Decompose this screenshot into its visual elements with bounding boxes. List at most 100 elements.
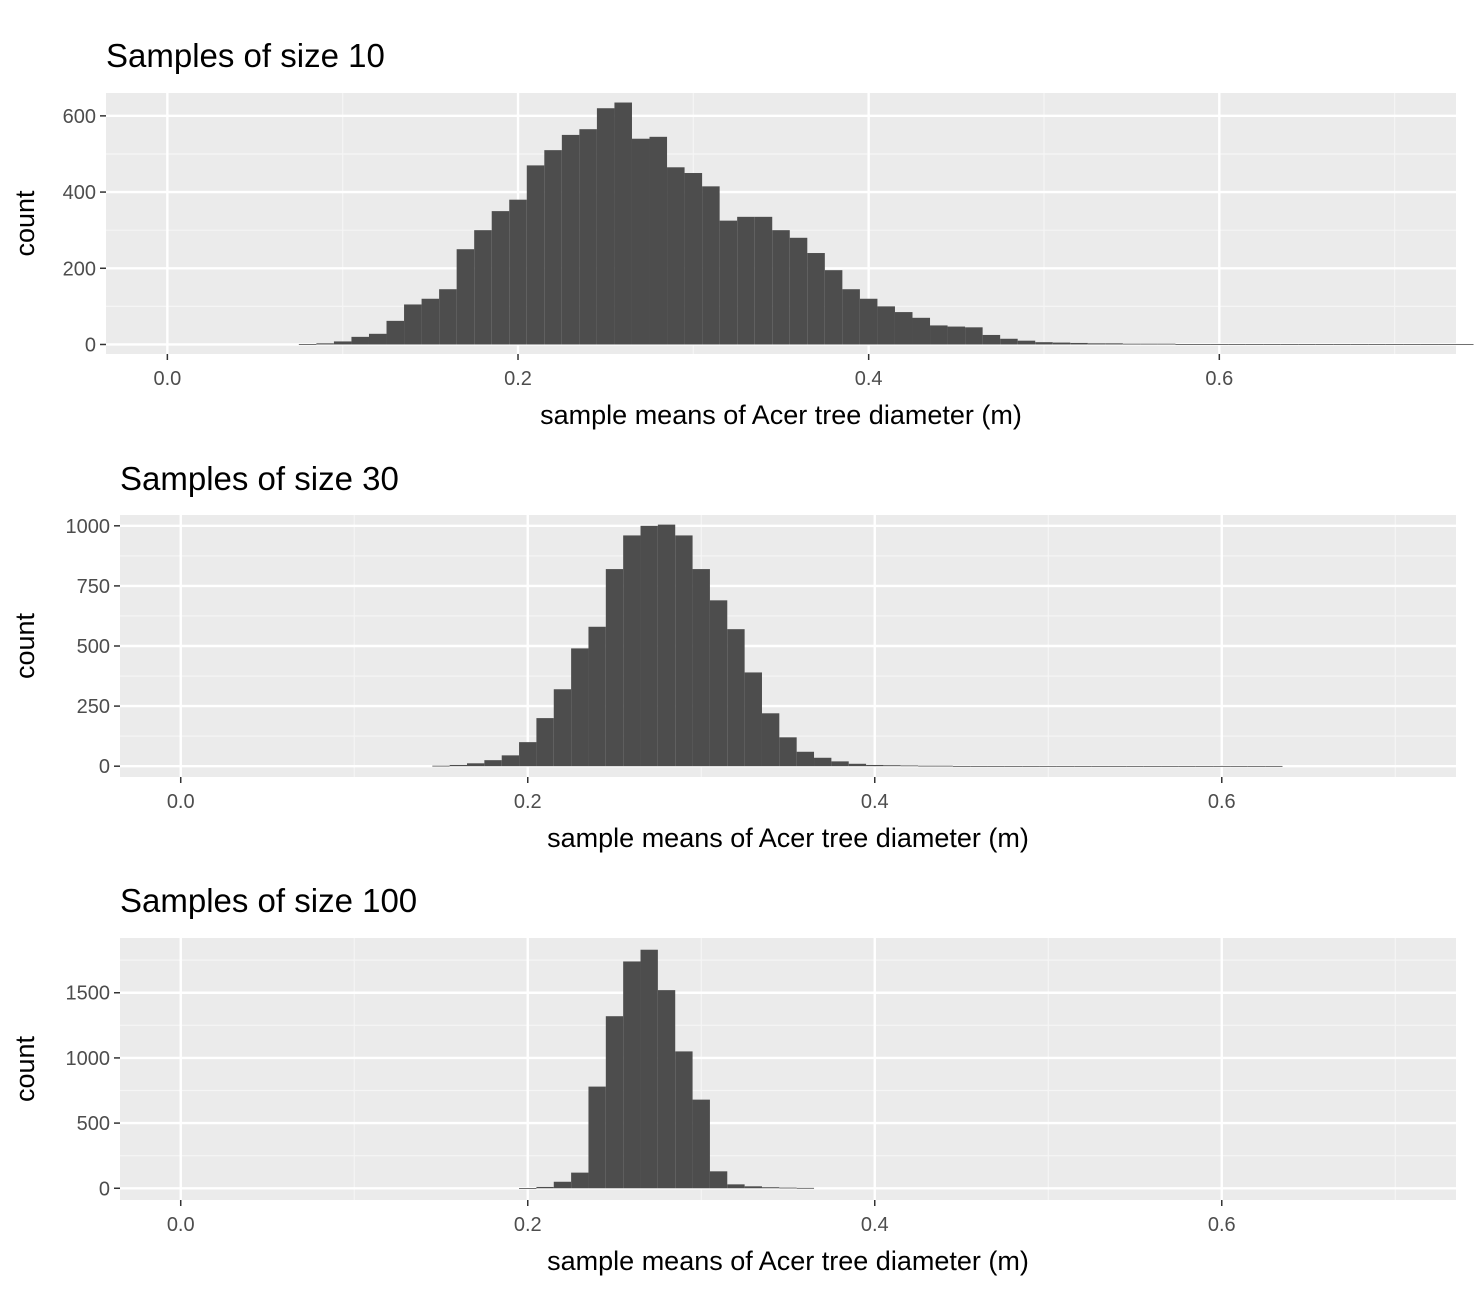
histogram-bar: [1004, 765, 1023, 767]
histogram-bar: [947, 326, 966, 345]
x-tick-label: 0.6: [1208, 791, 1236, 813]
y-tick-label: 500: [77, 636, 110, 658]
histogram-bar: [814, 757, 832, 767]
x-tick-label: 0.0: [167, 1214, 195, 1236]
histogram-bar: [456, 249, 475, 345]
x-tick-label: 0.4: [855, 368, 883, 390]
histogram-bar: [1438, 344, 1456, 345]
histogram-bar: [640, 949, 658, 1189]
histogram-bar: [649, 136, 668, 345]
histogram-bar: [737, 216, 755, 345]
y-tick-label: 1000: [66, 516, 111, 538]
histogram-bar: [1247, 765, 1266, 767]
histogram-bar: [1195, 765, 1214, 767]
histogram-bar: [368, 333, 387, 345]
histogram-bar: [970, 765, 988, 767]
histogram-bar: [1052, 342, 1071, 345]
histogram-bar: [1039, 765, 1057, 767]
y-axis-label: count: [10, 1035, 40, 1102]
histogram-bar: [519, 742, 537, 767]
histogram-bar: [1333, 344, 1351, 345]
histogram-bar: [709, 600, 728, 767]
histogram-bar: [623, 535, 641, 767]
histogram-panel-1: Samples of size 10 0 200 400 600 0.0 0.2 0.4 0.6…: [10, 37, 1474, 430]
y-axis-label: count: [10, 612, 40, 679]
histogram-bar: [883, 765, 901, 767]
histogram-bar: [351, 336, 369, 345]
histogram-bar: [848, 763, 867, 767]
histogram-bar: [1175, 344, 1194, 345]
histogram-bar: [631, 138, 650, 345]
histogram-bar: [965, 327, 983, 345]
histogram-bar: [588, 1086, 606, 1189]
histogram-bar: [1263, 344, 1281, 345]
histogram-bar: [702, 186, 720, 345]
histogram-bar: [859, 298, 878, 345]
histogram-bar: [1091, 765, 1109, 767]
histogram-bar: [692, 1099, 710, 1189]
histogram-bar: [404, 304, 422, 345]
histogram-bar: [484, 760, 502, 767]
histogram-bar: [623, 961, 641, 1189]
histogram-bar: [1315, 344, 1334, 345]
histogram-bar: [987, 765, 1005, 767]
histogram-bar: [509, 199, 527, 345]
y-tick-label: 750: [77, 576, 110, 598]
histogram-bar: [761, 1187, 780, 1189]
histogram-bar: [982, 334, 1001, 345]
histogram-bar: [1126, 765, 1144, 767]
histogram-bar: [761, 713, 780, 767]
histogram-bar: [467, 763, 485, 767]
histogram-bar: [1022, 765, 1040, 767]
histogram-bar: [588, 626, 606, 767]
y-tick-label: 1000: [66, 1048, 111, 1070]
histogram-bar: [1087, 343, 1106, 345]
histogram-bar: [1403, 344, 1421, 345]
histogram-bar: [772, 230, 790, 345]
histogram-bar: [894, 312, 913, 345]
histogram-bar: [333, 341, 352, 345]
histogram-bar: [866, 764, 884, 767]
histogram-bar: [719, 220, 738, 345]
histogram-bar: [1178, 765, 1196, 767]
histogram-bar: [796, 1187, 815, 1189]
histogram-bar: [789, 237, 808, 345]
histogram-bar: [501, 755, 520, 767]
histogram-bar: [1368, 344, 1386, 345]
histogram-bar: [1385, 344, 1404, 345]
histogram-bar: [571, 648, 589, 767]
histogram-bar: [298, 344, 317, 345]
histogram-bar: [596, 108, 615, 345]
x-axis-label: sample means of Acer tree diameter (m): [540, 400, 1022, 430]
histogram-bar: [930, 325, 948, 345]
histogram-bar: [1161, 765, 1179, 767]
histogram-bar: [421, 298, 440, 345]
histogram-bar: [579, 129, 597, 345]
histogram-bar: [657, 524, 676, 767]
histogram-bar: [526, 165, 545, 345]
histogram-bar: [605, 1016, 624, 1189]
x-tick-label: 0.0: [153, 368, 181, 390]
histogram-bar: [561, 134, 580, 345]
histogram-bar: [571, 1172, 589, 1189]
histogram-panel-2: Samples of size 30 0 250 500 750 1000 0.0 0.2 0.…: [10, 460, 1456, 853]
histogram-bar: [519, 1188, 537, 1189]
x-axis-label: sample means of Acer tree diameter (m): [547, 1246, 1029, 1276]
histogram-bar: [824, 270, 843, 345]
histogram-bar: [684, 173, 703, 345]
histogram-bar: [1070, 342, 1088, 345]
x-tick-label: 0.2: [504, 368, 532, 390]
histogram-bar: [553, 689, 572, 767]
histogram-bar: [675, 1051, 693, 1189]
histogram-bar: [831, 761, 849, 767]
histogram-bar: [614, 102, 632, 345]
histogram-bar: [1213, 765, 1231, 767]
y-tick-label: 400: [63, 182, 96, 204]
histogram-bar: [727, 629, 745, 767]
histogram-bar: [692, 569, 710, 767]
histogram-bar: [779, 1187, 797, 1189]
y-tick-label: 0: [99, 1178, 110, 1200]
y-tick-label: 0: [85, 334, 96, 356]
x-tick-label: 0.6: [1208, 1214, 1236, 1236]
